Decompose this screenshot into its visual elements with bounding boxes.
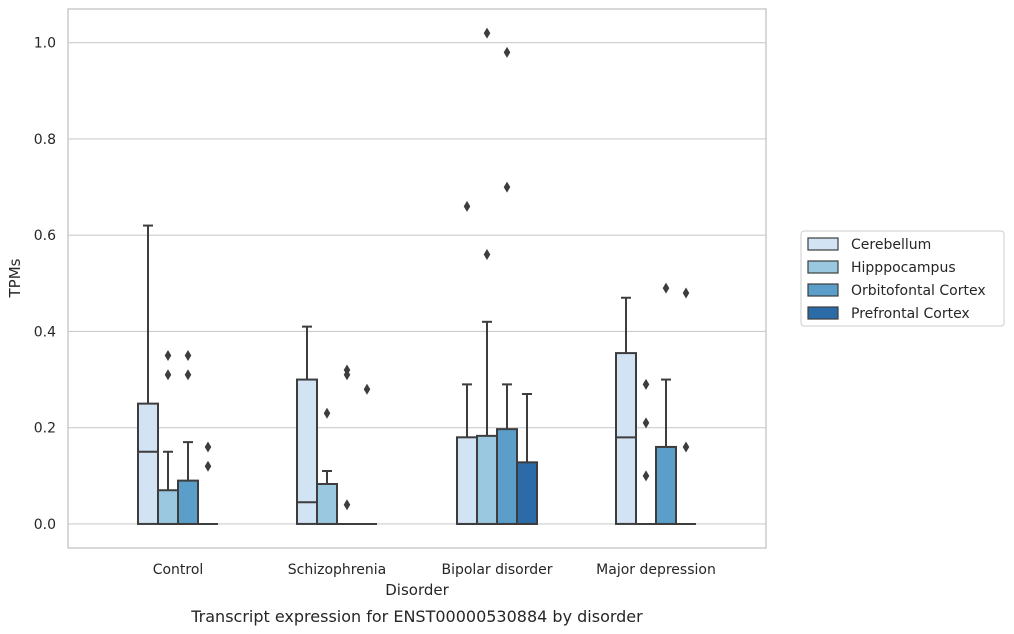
plot-background xyxy=(68,9,766,548)
legend-item: Orbitofontal Cortex xyxy=(807,283,986,299)
outlier-point xyxy=(503,181,511,193)
box xyxy=(516,393,538,525)
legend-label: Orbitofontal Cortex xyxy=(851,283,986,299)
outlier-point xyxy=(184,350,192,361)
y-axis-label: TPMs xyxy=(6,258,24,298)
box xyxy=(198,441,218,525)
outlier-point xyxy=(184,369,192,381)
legend-swatch xyxy=(807,306,839,320)
box xyxy=(296,325,318,525)
box xyxy=(636,378,656,525)
box-iqr xyxy=(296,378,318,525)
outlier-point xyxy=(343,364,351,376)
outlier-point xyxy=(483,248,491,260)
legend-swatch xyxy=(807,283,839,297)
box-iqr xyxy=(177,479,199,525)
y-tick-label: 0.2 xyxy=(34,421,56,437)
y-tick-label: 0.6 xyxy=(34,228,56,244)
box-iqr xyxy=(615,352,637,525)
legend-item: Cerebellum xyxy=(807,237,931,253)
legend: Cerebellum Hipppocampus Orbitofontal Corte… xyxy=(800,230,1005,327)
outlier-point xyxy=(503,46,511,58)
box-groups xyxy=(137,27,696,525)
outlier-point xyxy=(483,27,491,39)
outlier-point xyxy=(164,350,172,361)
box xyxy=(316,407,338,525)
y-tick-label: 0.8 xyxy=(34,132,56,148)
x-tick-label: Bipolar disorder xyxy=(441,562,552,578)
legend-swatch xyxy=(807,260,839,274)
box-iqr xyxy=(456,436,478,525)
legend-label: Cerebellum xyxy=(851,237,931,253)
legend-label: Hipppocampus xyxy=(851,260,956,276)
x-axis-label: Disorder xyxy=(385,581,449,599)
category-group xyxy=(296,325,377,525)
box xyxy=(337,364,357,525)
outlier-point xyxy=(682,287,690,299)
category-group xyxy=(456,27,538,525)
outlier-point xyxy=(662,282,670,294)
x-tick-label: Schizophrenia xyxy=(288,562,386,578)
box xyxy=(615,296,637,525)
box-iqr xyxy=(655,445,677,525)
outlier-point xyxy=(682,441,690,453)
box xyxy=(496,46,518,525)
y-tick-label: 0.4 xyxy=(34,324,56,340)
legend-label: Prefrontal Cortex xyxy=(851,306,970,322)
category-group xyxy=(615,282,696,525)
x-tick-label: Control xyxy=(153,562,204,578)
plot-frame xyxy=(67,8,767,549)
outlier-point xyxy=(343,499,351,511)
outlier-point xyxy=(642,417,650,429)
outlier-point xyxy=(323,407,331,419)
outlier-point xyxy=(204,460,212,472)
legend-item: Hipppocampus xyxy=(807,260,956,276)
box xyxy=(177,350,199,525)
box-iqr xyxy=(137,402,159,525)
x-tick-label: Major depression xyxy=(596,562,716,578)
box xyxy=(456,200,478,525)
box-iqr xyxy=(496,428,518,525)
box-iqr xyxy=(516,461,538,525)
y-tick-label: 0.0 xyxy=(34,517,56,533)
box xyxy=(357,383,377,525)
outlier-point xyxy=(164,369,172,381)
category-group xyxy=(137,224,218,525)
legend-frame xyxy=(800,230,1005,327)
box-iqr xyxy=(476,434,498,525)
outlier-point xyxy=(642,470,650,482)
box-iqr xyxy=(157,489,179,525)
box xyxy=(137,224,159,525)
legend-item: Prefrontal Cortex xyxy=(807,306,970,322)
chart-caption: Transcript expression for ENST0000053088… xyxy=(190,607,643,626)
x-tick-labels: Control Schizophrenia Bipolar disorder Majo… xyxy=(153,562,716,578)
legend-swatch xyxy=(807,237,839,251)
outlier-point xyxy=(363,383,371,395)
y-tick-label: 1.0 xyxy=(34,36,56,52)
box xyxy=(676,287,696,525)
box-iqr xyxy=(316,482,338,525)
box xyxy=(655,282,677,525)
box xyxy=(157,350,179,525)
outlier-point xyxy=(204,441,212,453)
y-tick-labels: 0.0 0.2 0.4 0.6 0.8 1.0 xyxy=(34,36,56,533)
outlier-point xyxy=(463,200,471,212)
outlier-point xyxy=(642,378,650,390)
